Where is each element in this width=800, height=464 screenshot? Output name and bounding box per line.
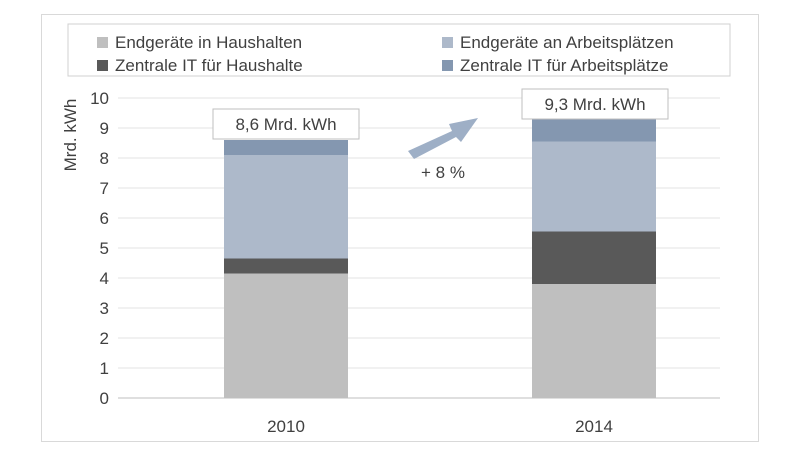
y-tick-label: 2 [100, 329, 109, 348]
y-tick-label: 3 [100, 299, 109, 318]
y-tick-label: 1 [100, 359, 109, 378]
legend-swatch [442, 37, 453, 48]
legend-label: Zentrale IT für Arbeitsplätze [460, 56, 669, 75]
legend-item: Zentrale IT für Haushalte [97, 56, 303, 75]
legend-swatch [442, 60, 453, 71]
legend-swatch [97, 60, 108, 71]
legend-item: Endgeräte in Haushalten [97, 33, 302, 52]
legend-label: Endgeräte in Haushalten [115, 33, 302, 52]
growth-annotation: + 8 % [408, 118, 478, 182]
bar-segment [532, 141, 656, 232]
legend-item: Zentrale IT für Arbeitsplätze [442, 56, 669, 75]
legend-label: Endgeräte an Arbeitsplätzen [460, 33, 674, 52]
total-label: 9,3 Mrd. kWh [544, 95, 645, 114]
bar-segment [224, 140, 348, 155]
total-callout: 8,6 Mrd. kWh [212, 108, 360, 140]
total-label: 8,6 Mrd. kWh [235, 115, 336, 134]
x-category-label: 2014 [575, 417, 613, 436]
y-axis-title: Mrd. kWh [61, 99, 80, 172]
legend-box [67, 23, 731, 77]
y-tick-label: 10 [90, 89, 109, 108]
y-tick-label: 7 [100, 179, 109, 198]
callout-box [521, 88, 669, 120]
bar-segment [224, 258, 348, 274]
total-callout: 9,3 Mrd. kWh [521, 88, 669, 120]
y-tick-label: 6 [100, 209, 109, 228]
x-category-label: 2010 [267, 417, 305, 436]
y-tick-label: 8 [100, 149, 109, 168]
bar-stack-2010 [224, 140, 348, 398]
growth-arrow-icon [408, 118, 478, 159]
bars [224, 119, 656, 398]
legend: Endgeräte in Haushalten Zentrale IT für H… [67, 23, 731, 77]
x-axis-categories: 2010 2014 [267, 417, 613, 436]
legend-swatch [97, 37, 108, 48]
bar-segment [532, 231, 656, 284]
y-tick-label: 0 [100, 389, 109, 408]
callout-box [212, 108, 360, 140]
y-tick-label: 4 [100, 269, 109, 288]
legend-item: Endgeräte an Arbeitsplätzen [442, 33, 674, 52]
y-axis-ticks: 0 1 2 3 4 5 6 7 8 9 10 [90, 89, 109, 408]
bar-segment [224, 273, 348, 398]
bar-segment [532, 284, 656, 398]
y-tick-label: 9 [100, 119, 109, 138]
total-callouts: 8,6 Mrd. kWh 9,3 Mrd. kWh [212, 88, 669, 140]
bar-segment [224, 155, 348, 259]
growth-label: + 8 % [421, 163, 465, 182]
bar-stack-2014 [532, 119, 656, 398]
bar-segment [532, 119, 656, 142]
y-tick-label: 5 [100, 239, 109, 258]
legend-label: Zentrale IT für Haushalte [115, 56, 303, 75]
